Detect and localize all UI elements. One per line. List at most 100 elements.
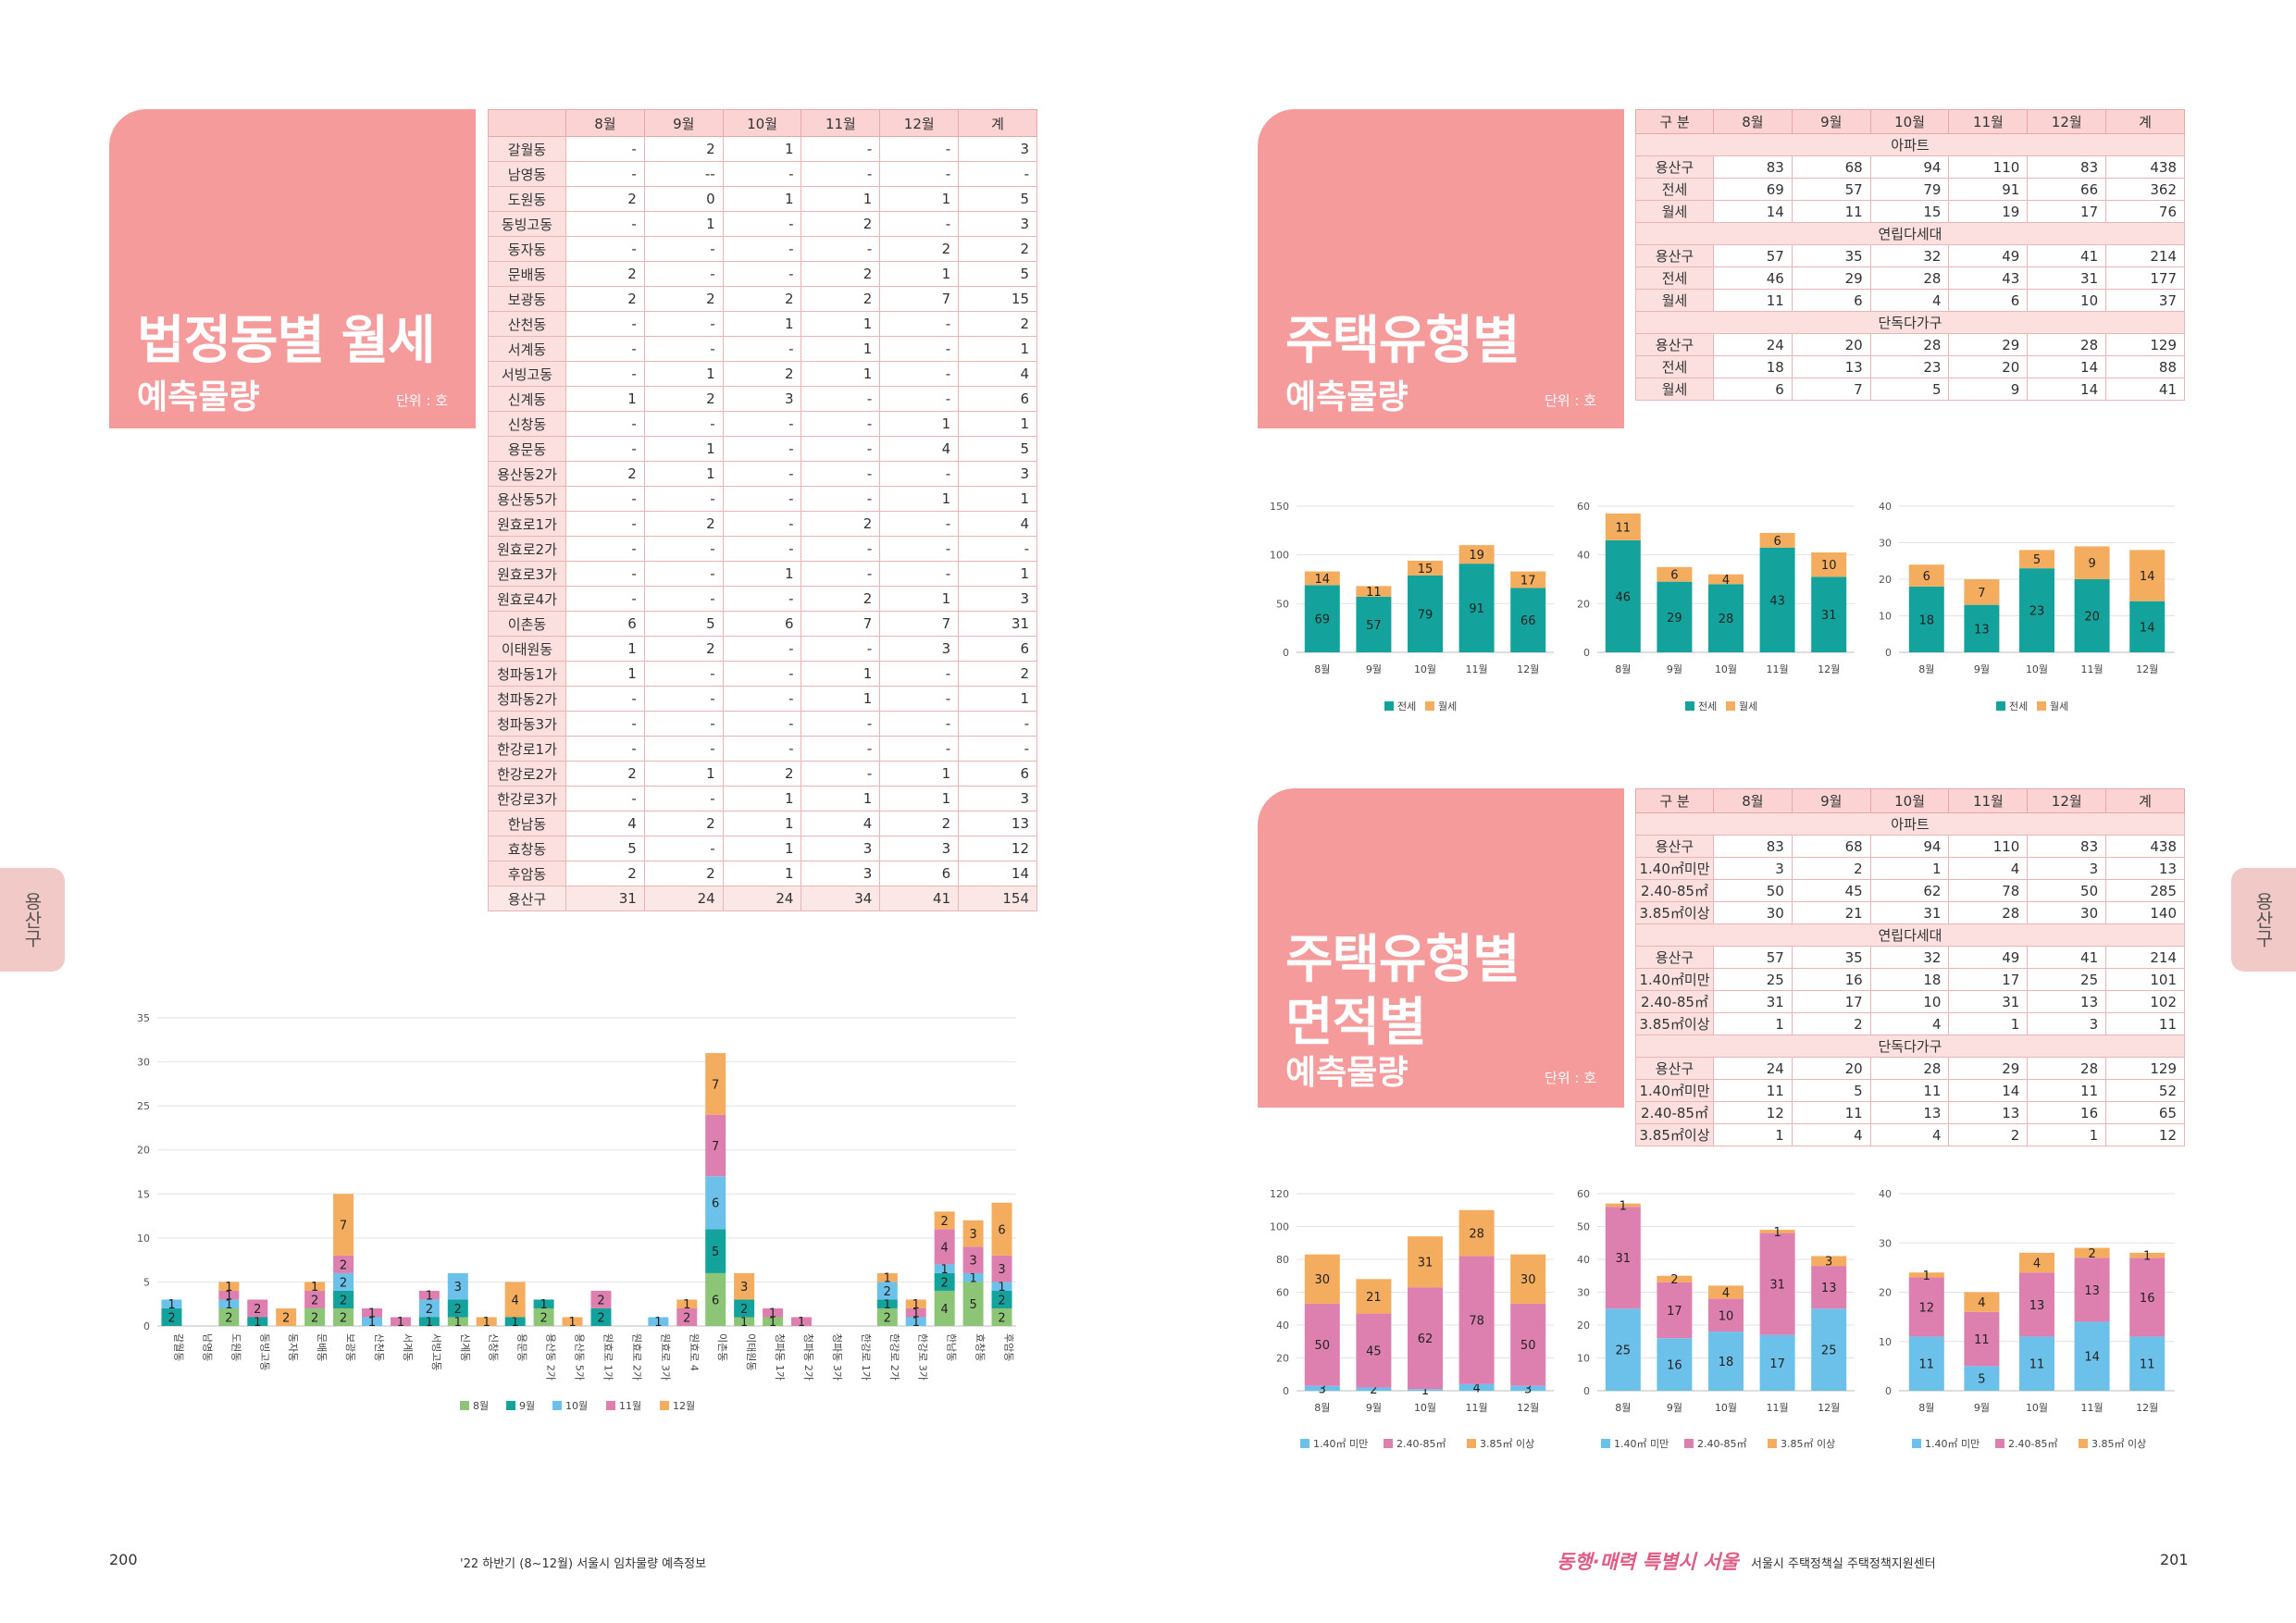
table-cell: 2: [958, 311, 1037, 337]
data-label: 1: [2143, 1250, 2151, 1264]
x-tick-label: 9월: [1667, 663, 1682, 675]
x-tick-label: 9월: [1667, 1402, 1682, 1414]
table-row: 2.40-85㎡ 31 17 10 31 13 102: [1635, 990, 2185, 1013]
bar-segment: [504, 1317, 526, 1326]
data-label: 2: [340, 1311, 347, 1325]
section1-title: 주택유형별: [1285, 311, 1520, 371]
table-cell: 3: [722, 386, 802, 412]
group-name: 단독다가구: [1635, 311, 2185, 334]
table-cell: 1: [565, 661, 645, 687]
table-cell: 1: [958, 561, 1037, 587]
page-subtitle: 예측물량: [137, 378, 260, 416]
table-cell: 3: [879, 836, 960, 861]
data-label: 16: [2140, 1292, 2155, 1306]
bar-segment: [1759, 1233, 1795, 1335]
bar-segment: [2019, 568, 2054, 652]
table-cell: -: [565, 436, 645, 462]
side-tab-right[interactable]: 용산구: [2231, 868, 2296, 972]
table-cell: -: [879, 311, 960, 337]
column-header: 9월: [1791, 109, 1871, 134]
bar-segment: [2129, 601, 2166, 652]
table-row: 서계동 - - -1-1: [488, 336, 1037, 362]
row-label: 서계동: [488, 336, 566, 362]
footer-text-right: 서울시 주택정책실 주택정책지원센터: [1751, 1557, 1936, 1571]
bar-segment: [705, 1272, 726, 1326]
bar-segment: [962, 1220, 984, 1247]
bar-segment: [218, 1299, 240, 1308]
group-header-row: 연립다세대: [1635, 923, 2185, 947]
row-label: 용산구: [1635, 1057, 1714, 1080]
data-label: 1: [368, 1316, 376, 1330]
table-cell: 1: [958, 411, 1037, 437]
bar-segment: [447, 1272, 468, 1300]
column-header: 9월: [1791, 788, 1871, 813]
table-cell: 11: [2105, 1012, 2185, 1035]
bar-segment: [2129, 1258, 2166, 1337]
table-cell: 18: [1713, 355, 1793, 378]
data-label: 4: [1978, 1296, 1985, 1310]
house-area-table: 구 분 8월 9월 10월 11월 12월 계 아파트 용산구 83 68 94 110 83 438 1.4…: [1635, 788, 2185, 1146]
table-cell: 14: [2027, 378, 2107, 401]
data-label: 4: [1722, 1286, 1730, 1300]
data-label: 5: [712, 1245, 719, 1259]
table-cell: 1: [879, 586, 960, 612]
data-label: 1: [1773, 1226, 1781, 1240]
bar-segment: [333, 1290, 354, 1308]
legend-swatch: [552, 1401, 562, 1410]
table-cell: 46: [1713, 266, 1793, 290]
x-tick-label: 청파동 2가: [802, 1333, 814, 1381]
table-cell: 2: [643, 386, 724, 412]
table-row: 3.85㎡이상 30 21 31 28 30 140: [1635, 901, 2185, 924]
bar-segment: [247, 1299, 268, 1318]
rowhouse-area-chart: 0102030405060253118월161729월1810410월17311…: [1577, 1188, 1855, 1450]
legend-swatch: [1684, 1439, 1694, 1448]
x-tick-label: 12월: [1818, 1402, 1840, 1414]
table-cell: 16: [2027, 1101, 2107, 1124]
bar-segment: [676, 1299, 698, 1308]
table-cell: -: [722, 661, 802, 687]
apartment-area-chart: 0 20 40 60 80 100 120 3 50 30 8월 2 45 21 9월 1 62 31 10월 4 78…: [1270, 1188, 1554, 1450]
data-label: 2: [168, 1311, 175, 1325]
x-tick-label: 11월: [2081, 1402, 2104, 1414]
y-tick-label: 40: [1577, 1254, 1590, 1266]
group-header-row: 아파트: [1635, 133, 2185, 156]
table-cell: 3: [958, 586, 1037, 612]
bar-segment: [905, 1307, 926, 1318]
data-label: 1: [483, 1316, 490, 1330]
bar-segment: [1458, 545, 1495, 564]
side-tab-left[interactable]: 용산구: [0, 868, 65, 972]
table-cell: 2: [722, 361, 802, 387]
table-row: 동빙고동 -1-2-3: [488, 211, 1037, 237]
row-label: 청파동3가: [488, 711, 566, 737]
table-cell: -: [879, 461, 960, 487]
table-cell: -: [722, 236, 802, 262]
table-cell: 10: [2027, 289, 2107, 312]
x-tick-label: 남영동: [201, 1333, 213, 1361]
data-label: 5: [2033, 553, 2041, 567]
row-label: 용산동5가: [488, 486, 566, 512]
footer-text-left: '22 하반기 (8~12월) 서울시 임차물량 예측정보: [460, 1557, 707, 1571]
section2-subtitle: 예측물량: [1285, 1054, 1409, 1092]
table-cell: 68: [1791, 155, 1871, 179]
table-cell: 6: [1713, 378, 1793, 401]
table-cell: 6: [565, 611, 645, 637]
x-tick-label: 동자동: [287, 1333, 299, 1361]
table-cell: 1: [800, 686, 881, 712]
data-label: 10: [1719, 1309, 1734, 1323]
data-label: 28: [1719, 613, 1734, 626]
data-label: 4: [941, 1303, 949, 1317]
data-label: 1: [654, 1316, 662, 1330]
bar-segment: [962, 1282, 984, 1326]
table-cell: 1: [800, 661, 881, 687]
row-label: 문배동: [488, 261, 566, 287]
table-cell: 2: [643, 136, 724, 162]
y-tick-label: 80: [1276, 1254, 1289, 1266]
x-tick-label: 11월: [1767, 663, 1789, 675]
column-header: [488, 109, 566, 137]
row-label: 용산동2가: [488, 461, 566, 487]
table-cell: -: [565, 786, 645, 812]
table-cell: 2: [1791, 857, 1871, 880]
table-cell: 4: [1948, 857, 2029, 880]
table-cell: 6: [722, 611, 802, 637]
